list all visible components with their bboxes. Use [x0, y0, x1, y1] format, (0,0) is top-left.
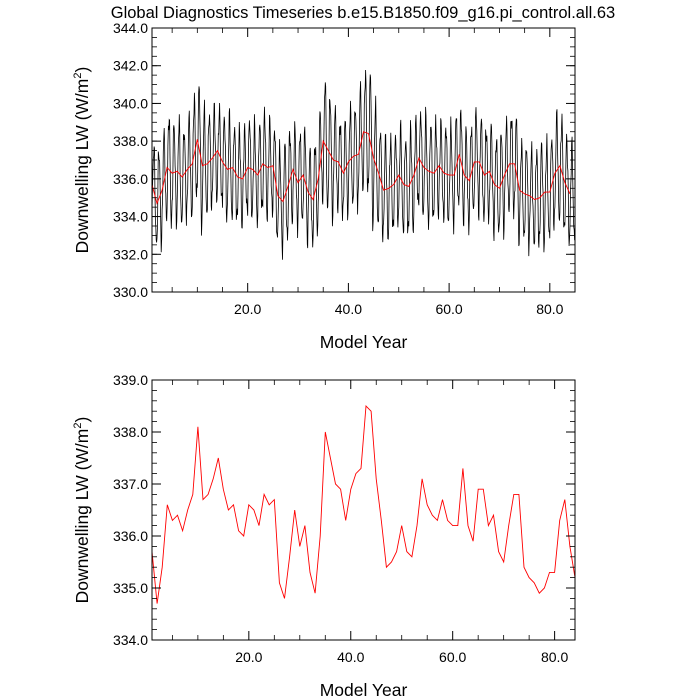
x-tick-label: 80.0	[536, 301, 563, 317]
y-tick-label: 338.0	[113, 424, 148, 440]
y-tick-label: 342.0	[113, 58, 148, 74]
y-tick-label: 337.0	[113, 476, 148, 492]
y-tick-label: 334.0	[113, 632, 148, 648]
y-tick-label: 344.0	[113, 20, 148, 36]
x-tick-label: 60.0	[435, 301, 462, 317]
y-axis-label: Downwelling LW (W/m2)	[72, 67, 92, 254]
x-tick-label: 60.0	[439, 649, 466, 665]
x-axis-label: Model Year	[320, 680, 408, 700]
y-tick-label: 330.0	[113, 284, 148, 300]
chart-title: Global Diagnostics Timeseries b.e15.B185…	[111, 4, 615, 22]
x-tick-label: 80.0	[541, 649, 568, 665]
x-axis-label: Model Year	[320, 332, 408, 352]
monthly-series-line	[151, 69, 575, 260]
x-tick-label: 40.0	[335, 301, 362, 317]
y-tick-label: 334.0	[113, 209, 148, 225]
plot-frame	[151, 379, 576, 641]
x-tick-label: 20.0	[234, 301, 261, 317]
y-tick-label: 339.0	[113, 372, 148, 388]
y-tick-label: 336.0	[113, 171, 148, 187]
y-tick-label: 338.0	[113, 133, 148, 149]
y-tick-label: 336.0	[113, 528, 148, 544]
x-tick-label: 20.0	[235, 649, 262, 665]
bottom-panel-annual-mean: 334.0 335.0 336.0 337.0 338.0 339.0 20.0 40.0 60…	[72, 372, 576, 700]
top-panel-monthly-and-annual: 330.0 332.0 334.0 336.0 338.0 340.0 342.0 344.0…	[72, 20, 576, 352]
y-axis-label: Downwelling LW (W/m2)	[72, 417, 92, 604]
y-tick-label: 332.0	[113, 246, 148, 262]
annual-mean-series-line	[151, 131, 571, 205]
x-tick-label: 40.0	[337, 649, 364, 665]
y-tick-label: 340.0	[113, 95, 148, 111]
annual-mean-series-line	[151, 404, 576, 604]
y-tick-label: 335.0	[113, 580, 148, 596]
